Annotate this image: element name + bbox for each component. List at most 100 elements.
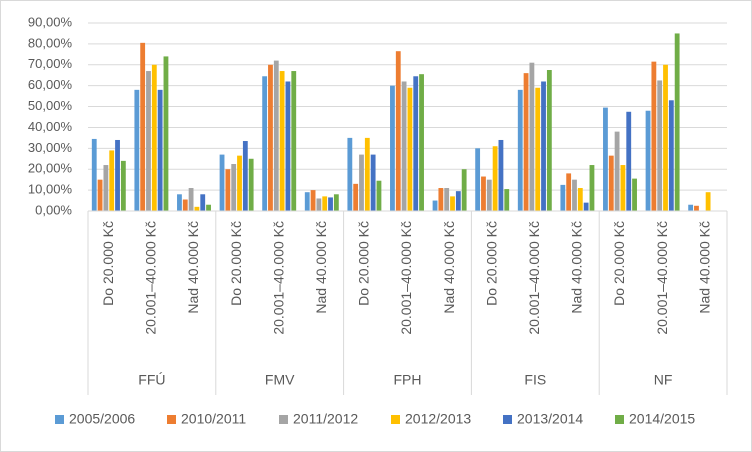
x-tick-label: Do 20.000 Kč — [611, 221, 627, 306]
x-tick-label: 20.001–40.000 Kč — [526, 221, 542, 335]
bar — [438, 188, 444, 211]
bar — [146, 71, 151, 212]
bar — [668, 100, 674, 211]
group-label: FIS — [524, 372, 546, 388]
bar — [705, 192, 711, 211]
bar — [177, 194, 182, 211]
bar — [188, 188, 194, 211]
bar — [620, 165, 626, 211]
bar — [304, 192, 310, 211]
bar — [200, 194, 206, 211]
bar — [262, 76, 268, 212]
bar — [603, 107, 608, 211]
bar — [450, 196, 455, 211]
group-label: FFÚ — [138, 372, 165, 388]
bar — [390, 85, 395, 211]
bar — [432, 200, 438, 211]
bar — [157, 89, 163, 211]
bar — [219, 154, 225, 211]
bar — [194, 206, 200, 211]
group-label: FPH — [394, 372, 422, 388]
legend-swatch — [279, 415, 288, 424]
bar — [310, 190, 316, 211]
bar — [694, 205, 699, 211]
bar — [663, 64, 668, 212]
x-tick-label: Do 20.000 Kč — [228, 221, 244, 306]
bar — [560, 184, 566, 211]
bar — [645, 110, 651, 211]
bar — [572, 179, 577, 211]
legend-swatch — [167, 415, 176, 424]
bar — [632, 178, 637, 211]
bar — [206, 204, 211, 211]
bar — [109, 150, 115, 211]
bar — [475, 148, 481, 211]
bar — [120, 160, 126, 211]
bar — [529, 62, 535, 211]
bar — [455, 191, 461, 211]
x-tick-label: 20.001–40.000 Kč — [270, 221, 286, 335]
bar — [370, 154, 376, 211]
bar — [242, 141, 248, 211]
legend-label: 2013/2014 — [517, 411, 583, 427]
legend-label: 2005/2006 — [69, 411, 135, 427]
bar — [566, 173, 572, 211]
y-tick-label: 50,00% — [28, 98, 73, 113]
x-tick-label: Do 20.000 Kč — [356, 221, 372, 306]
x-tick-label: Nad 40.000 Kč — [569, 221, 585, 314]
bar — [492, 146, 498, 211]
bar — [688, 204, 694, 211]
bar — [237, 155, 242, 211]
bar — [546, 70, 552, 211]
bar — [91, 138, 97, 211]
x-tick-label: Nad 40.000 Kč — [313, 221, 329, 314]
x-tick-label: Nad 40.000 Kč — [185, 221, 201, 314]
bar — [328, 197, 333, 211]
bar — [347, 137, 353, 211]
bar — [614, 131, 620, 211]
legend-label: 2011/2012 — [293, 411, 358, 427]
bar — [103, 165, 109, 211]
y-tick-label: 20,00% — [28, 161, 73, 176]
x-tick-label: Do 20.000 Kč — [100, 221, 116, 306]
legend-swatch — [55, 415, 64, 424]
x-tick-label: 20.001–40.000 Kč — [143, 221, 159, 335]
bar — [577, 188, 583, 211]
bar — [401, 81, 407, 211]
bar — [268, 64, 273, 212]
bar — [182, 199, 188, 211]
bar — [413, 76, 419, 212]
bar — [407, 87, 413, 211]
bar — [517, 89, 523, 211]
legend-label: 2014/2015 — [629, 411, 695, 427]
legend-swatch — [615, 415, 624, 424]
bar — [364, 137, 370, 211]
bar — [608, 155, 614, 211]
bar — [481, 176, 486, 211]
legend-label: 2010/2011 — [181, 411, 246, 427]
bar — [541, 81, 546, 211]
bar — [316, 198, 322, 211]
legend-swatch — [391, 415, 400, 424]
bar — [583, 202, 589, 211]
x-tick-label: Nad 40.000 Kč — [696, 221, 712, 314]
bar — [322, 196, 328, 211]
bar — [353, 183, 359, 211]
bar — [359, 154, 364, 211]
bar — [498, 139, 504, 211]
bar — [151, 64, 157, 212]
bar — [285, 81, 291, 211]
y-tick-label: 10,00% — [28, 182, 73, 197]
bar — [535, 87, 541, 211]
x-tick-label: Do 20.000 Kč — [483, 221, 499, 306]
y-tick-label: 60,00% — [28, 77, 73, 92]
bar — [626, 111, 632, 211]
group-label: FMV — [265, 372, 295, 388]
bar — [589, 165, 595, 211]
legend-swatch — [503, 415, 512, 424]
y-tick-label: 90,00% — [28, 14, 73, 29]
y-tick-label: 70,00% — [28, 56, 73, 71]
bar — [651, 61, 657, 212]
